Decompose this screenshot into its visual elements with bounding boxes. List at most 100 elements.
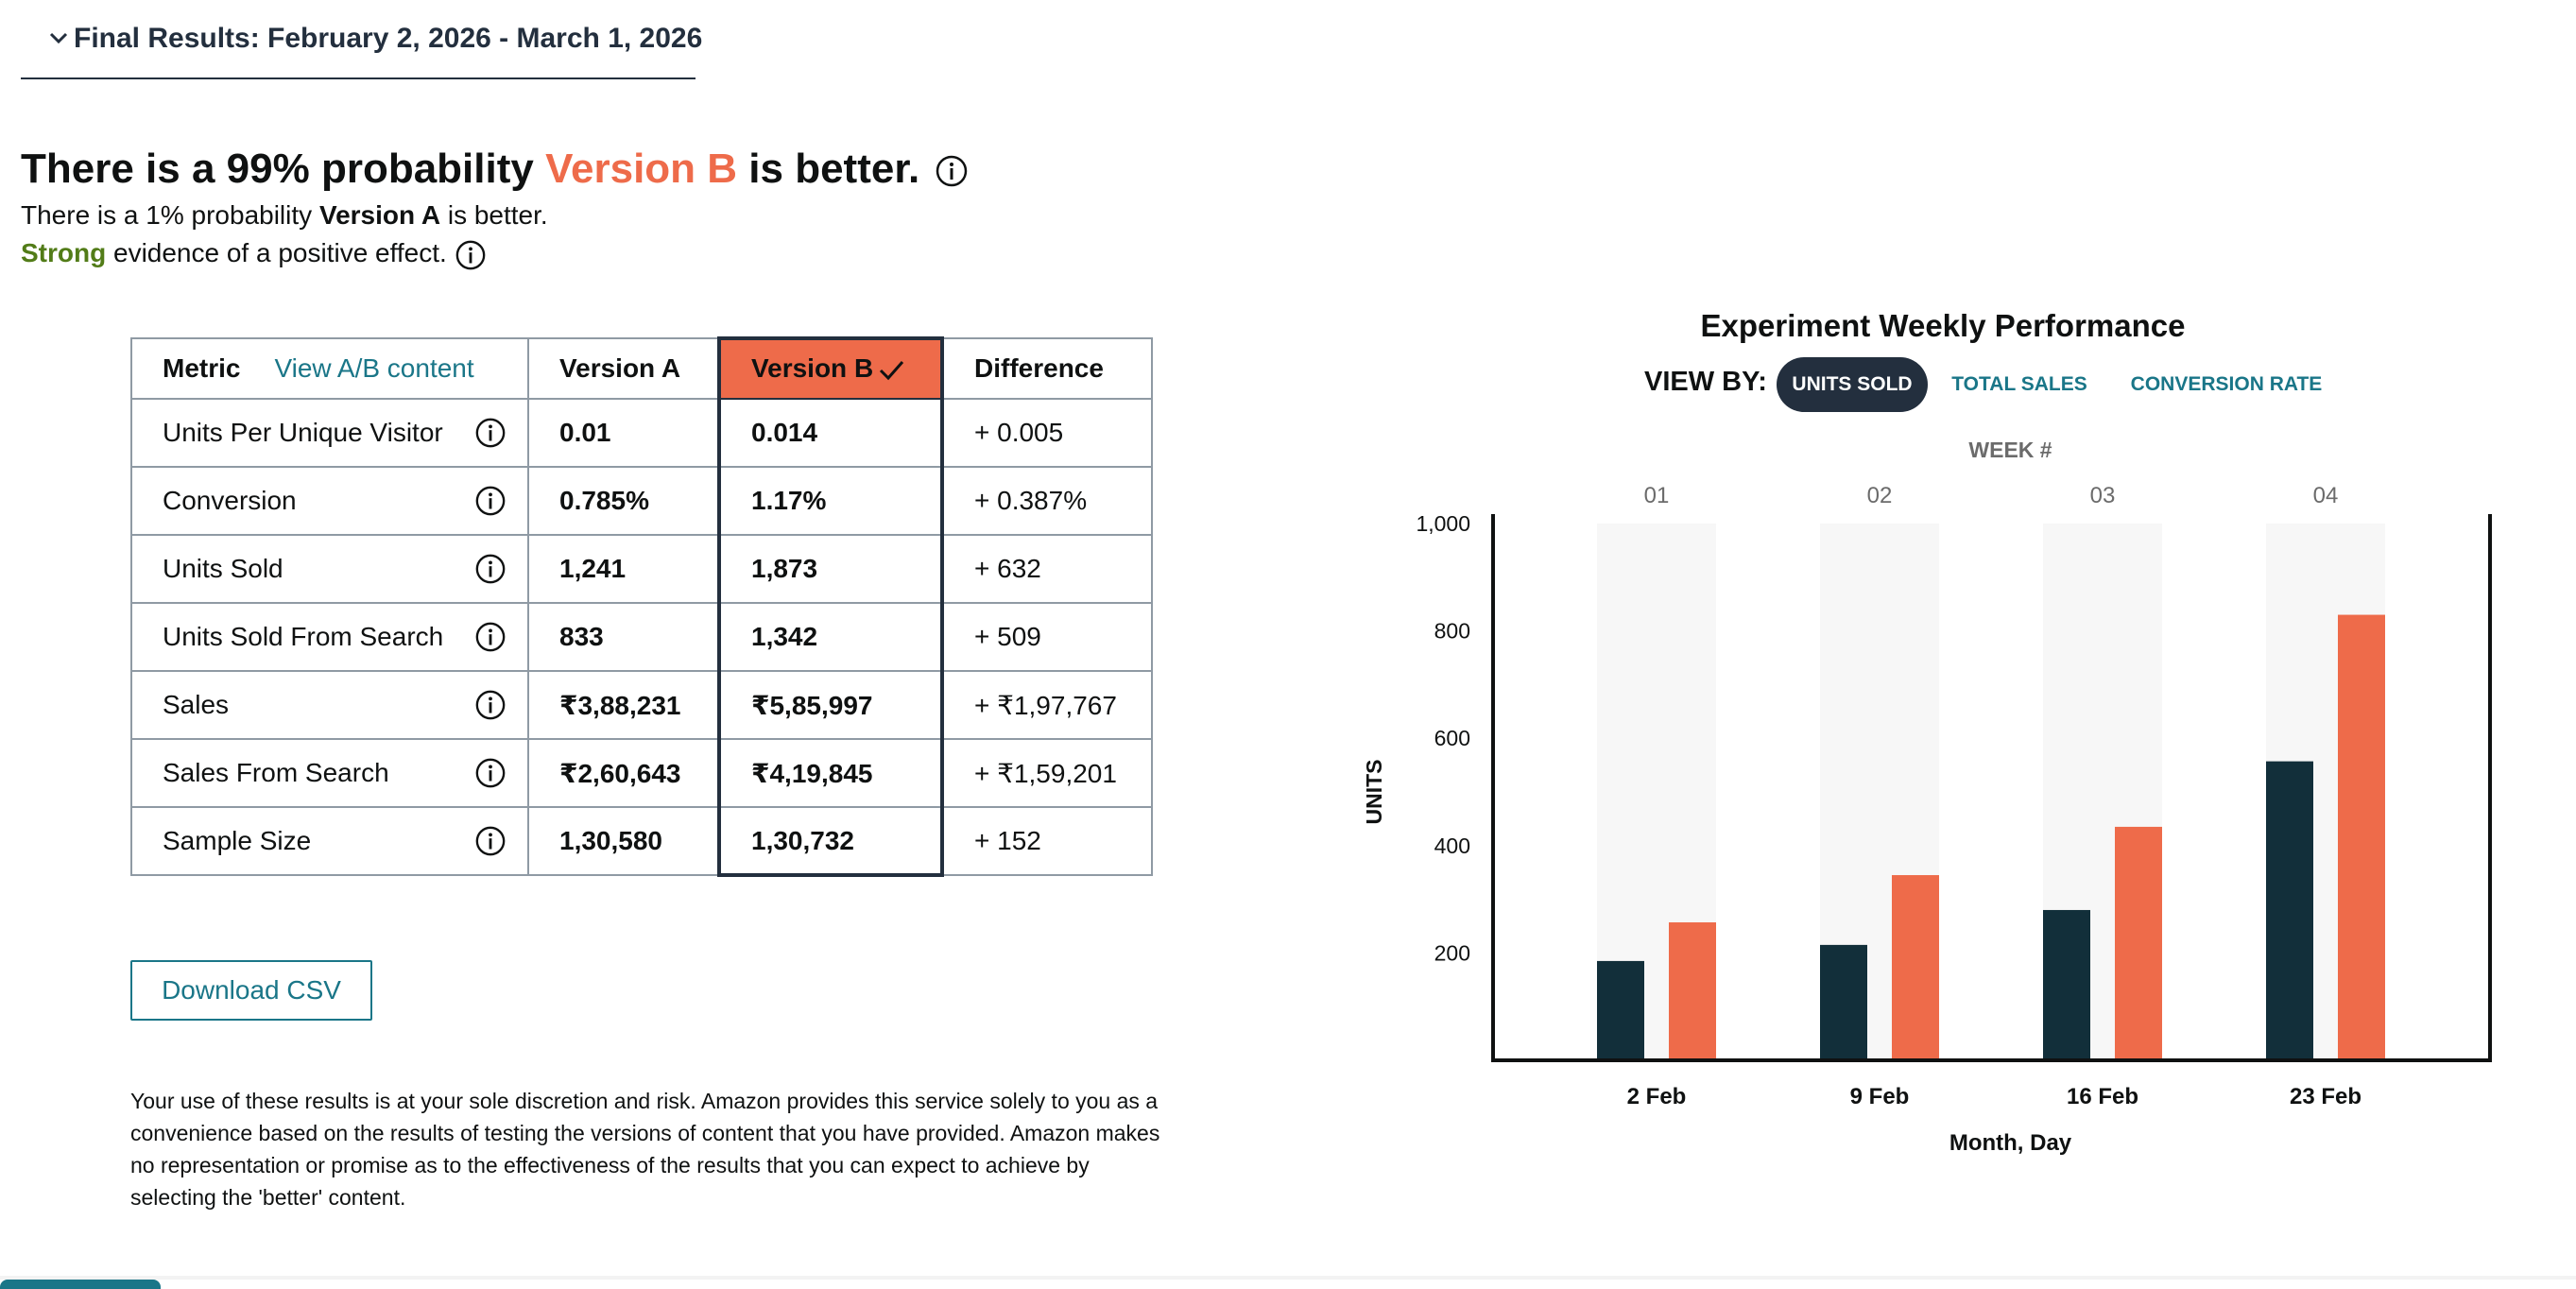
metric-name: Sales From Search (163, 758, 389, 787)
bar-version-b[interactable] (2338, 614, 2385, 1060)
info-icon[interactable] (474, 757, 507, 789)
version-b-value: 0.014 (717, 398, 944, 468)
info-icon[interactable] (474, 485, 507, 517)
metrics-table: Metric View A/B content Version A Version… (130, 336, 1153, 877)
bar-version-b[interactable] (2115, 826, 2162, 1060)
version-a-value: 1,30,580 (527, 806, 720, 876)
metric-name: Sales (163, 690, 230, 719)
subline1-loser: Version A (318, 200, 441, 230)
metric-name-cell: Units Sold (130, 534, 529, 604)
difference-value: + ₹1,97,767 (941, 670, 1153, 740)
y-tick-label: 200 (1434, 940, 1470, 965)
version-b-value: ₹4,19,845 (717, 738, 944, 808)
version-b-value: 1,30,732 (717, 806, 944, 877)
version-b-header-label: Version B (751, 353, 874, 384)
view-by-label: VIEW BY: (1644, 367, 1767, 397)
headline-winner: Version B (545, 146, 738, 192)
bar-version-a[interactable] (1820, 944, 1867, 1060)
evidence-text: Strong evidence of a positive effect. (21, 236, 487, 271)
metric-name-cell: Units Per Unique Visitor (130, 398, 529, 468)
table-row: Sample Size 1,30,580 1,30,732 + 152 (130, 806, 1153, 877)
info-icon[interactable] (474, 417, 507, 449)
difference-value: + 0.387% (941, 466, 1153, 536)
metric-header-label: Metric (163, 353, 241, 383)
difference-value: + 632 (941, 534, 1153, 604)
difference-value: + 152 (941, 806, 1153, 876)
version-b-value: 1,342 (717, 602, 944, 672)
view-by-units-sold-button[interactable]: UNITS SOLD (1777, 357, 1928, 412)
bottom-divider (0, 1276, 2576, 1280)
probability-headline: There is a 99% probability Version B is … (21, 144, 969, 195)
x-tick-label: 23 Feb (2290, 1084, 2361, 1109)
results-section-header[interactable]: Final Results: February 2, 2026 - March … (21, 0, 702, 79)
metric-name: Conversion (163, 486, 297, 515)
x-axis-label: Month, Day (1949, 1130, 2072, 1156)
metric-name: Units Sold (163, 554, 283, 583)
subline1-suffix: is better. (440, 200, 548, 230)
y-tick-label: 1,000 (1416, 511, 1470, 536)
y-tick-label: 800 (1434, 619, 1470, 644)
info-icon[interactable] (474, 553, 507, 585)
version-a-value: 0.01 (527, 398, 720, 468)
headline-prefix: There is a 99% probability (21, 146, 546, 192)
difference-value: + ₹1,59,201 (941, 738, 1153, 808)
metric-name: Sample Size (163, 826, 312, 855)
info-icon[interactable] (455, 239, 487, 271)
checkmark-icon (880, 360, 904, 380)
bar-version-b[interactable] (1669, 922, 1716, 1060)
metric-header: Metric View A/B content (130, 337, 529, 400)
view-by-conversion-rate-button[interactable]: CONVERSION RATE (2111, 357, 2342, 412)
section-title: Final Results: February 2, 2026 - March … (74, 23, 703, 54)
table-row: Units Sold 1,241 1,873 + 632 (130, 534, 1153, 604)
metric-name-cell: Sales (130, 670, 529, 740)
metric-name: Units Sold From Search (163, 622, 444, 651)
version-b-value: ₹5,85,997 (717, 670, 944, 740)
chart-title: Experiment Weekly Performance (1700, 308, 2186, 343)
version-a-value: 1,241 (527, 534, 720, 604)
metric-name-cell: Conversion (130, 466, 529, 536)
y-tick-label: 600 (1434, 726, 1470, 750)
info-icon[interactable] (474, 825, 507, 857)
metric-name-cell: Sample Size (130, 806, 529, 876)
version-b-value: 1.17% (717, 466, 944, 536)
bar-version-a[interactable] (1597, 960, 1644, 1060)
chevron-down-icon (49, 32, 68, 44)
table-row: Sales From Search ₹2,60,643 ₹4,19,845 + ₹1,… (130, 738, 1153, 808)
x-tick-label: 16 Feb (2067, 1084, 2138, 1109)
y-tick-label: 400 (1434, 834, 1470, 858)
table-row: Conversion 0.785% 1.17% + 0.387% (130, 466, 1153, 536)
table-row: Sales ₹3,88,231 ₹5,85,997 + ₹1,97,767 (130, 670, 1153, 740)
view-ab-content-link[interactable]: View A/B content (274, 353, 474, 383)
y-axis-label: UNITS (1362, 760, 1386, 825)
difference-value: + 509 (941, 602, 1153, 672)
x-tick-label: 9 Feb (1850, 1084, 1910, 1109)
table-row: Units Sold From Search 833 1,342 + 509 (130, 602, 1153, 672)
metric-name-cell: Units Sold From Search (130, 602, 529, 672)
bar-version-a[interactable] (2266, 761, 2313, 1060)
bar-version-a[interactable] (2043, 909, 2090, 1060)
info-icon[interactable] (474, 621, 507, 653)
view-by-total-sales-button[interactable]: TOTAL SALES (1939, 357, 2100, 412)
x-tick-label: 2 Feb (1627, 1084, 1687, 1109)
week-label: 02 (1867, 483, 1893, 508)
download-csv-button[interactable]: Download CSV (130, 960, 372, 1021)
table-row: Units Per Unique Visitor 0.01 0.014 + 0.005 (130, 398, 1153, 468)
disclaimer-text: Your use of these results is at your sol… (130, 1089, 1160, 1210)
metric-name: Units Per Unique Visitor (163, 418, 443, 447)
version-a-value: 0.785% (527, 466, 720, 536)
loser-probability-text: There is a 1% probability Version A is b… (21, 198, 548, 232)
version-a-value: ₹3,88,231 (527, 670, 720, 740)
bottom-tab[interactable] (0, 1280, 161, 1289)
difference-value: + 0.005 (941, 398, 1153, 468)
info-icon[interactable] (474, 689, 507, 721)
week-label: 04 (2313, 483, 2339, 508)
info-icon[interactable] (935, 154, 969, 188)
week-label: 01 (1644, 483, 1670, 508)
version-b-header: Version B (717, 336, 944, 400)
version-b-value: 1,873 (717, 534, 944, 604)
table-header-row: Metric View A/B content Version A Version… (130, 336, 1153, 400)
bar-version-b[interactable] (1892, 875, 1939, 1060)
version-a-value: ₹2,60,643 (527, 738, 720, 808)
version-a-header: Version A (527, 337, 720, 400)
evidence-suffix: evidence of a positive effect. (106, 238, 447, 267)
